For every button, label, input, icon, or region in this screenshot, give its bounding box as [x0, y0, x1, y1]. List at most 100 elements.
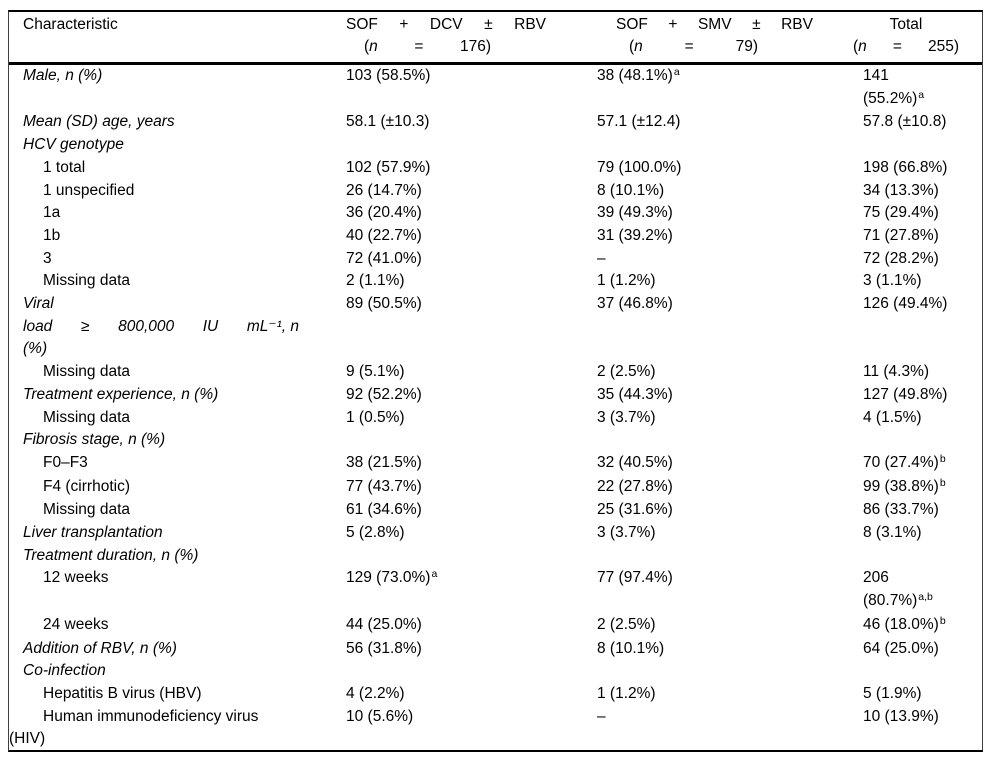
superscript-marker: a,b: [918, 591, 933, 604]
row-label-line: HCV genotype: [23, 136, 124, 154]
cell-text: 40 (22.7%): [346, 226, 422, 244]
row-label-line: Missing data: [43, 272, 131, 290]
cell-text: 44 (25.0%): [346, 615, 422, 633]
header-title-line: SOF + DCV ± RBV: [346, 14, 546, 36]
row-label-line: Liver transplantation: [23, 524, 163, 542]
row-label-line: Mean (SD) age, years: [23, 113, 175, 131]
cell-text: 64 (25.0%): [863, 639, 939, 657]
table-row: F0–F3 38 (21.5%) 32 (40.5%) 70 (27.4%)b: [9, 452, 982, 476]
row-label: Missing data: [9, 499, 346, 522]
row-label-line: (%): [23, 340, 48, 358]
superscript-marker: a: [918, 88, 925, 101]
cell-line: 141: [863, 65, 982, 88]
row-label-line: Hepatitis B virus (HBV): [43, 684, 202, 702]
cell-line: 102 (57.9%): [346, 157, 597, 180]
header-token: 79): [735, 37, 758, 55]
table-body: Male, n (%) 103 (58.5%) 38 (48.1%)a 141 (55.…: [9, 65, 982, 751]
cell-line: 34 (13.3%): [863, 180, 982, 203]
cell-line: 64 (25.0%): [863, 638, 982, 661]
cell-value: 92 (52.2%): [346, 384, 597, 407]
superscript-marker: a: [673, 66, 680, 78]
cell-line: 79 (100.0%): [597, 157, 863, 180]
label-token: IU: [202, 317, 219, 335]
cell-value: 44 (25.0%): [346, 614, 597, 637]
cell-value: –: [597, 706, 863, 729]
cell-text: –: [597, 249, 606, 267]
cell-value: 206 (80.7%)a,b: [863, 567, 982, 613]
cell-value: 79 (100.0%): [597, 157, 863, 180]
cell-text: 2 (2.5%): [597, 363, 656, 381]
cell-line: 58.1 (±10.3): [346, 111, 597, 134]
row-label-line: 1b: [43, 226, 61, 244]
header-title-line: SOF + SMV ± RBV: [616, 14, 813, 36]
cell-line: 71 (27.8%): [863, 225, 982, 248]
header-col-sof-dcv-rbv: SOF + DCV ± RBV (n = 176): [346, 14, 597, 62]
cell-value: 11 (4.3%): [863, 361, 982, 384]
cell-line: 57.8 (±10.8): [863, 111, 982, 134]
table-row: F4 (cirrhotic) 77 (43.7%) 22 (27.8%) 99 (38…: [9, 476, 982, 500]
row-label: Missing data: [9, 407, 346, 430]
row-label-line: Co-infection: [23, 662, 106, 680]
cell-line: 32 (40.5%): [597, 452, 863, 475]
cell-value: 4 (1.5%): [863, 407, 982, 430]
cell-line: 8 (10.1%): [597, 180, 863, 203]
row-label-line: Treatment duration, n (%): [23, 546, 199, 564]
table-row: 3 72 (41.0%) – 72 (28.2%): [9, 248, 982, 271]
cell-line: 37 (46.8%): [597, 293, 863, 316]
table-row: Treatment duration, n (%): [9, 545, 982, 568]
cell-value: 89 (50.5%): [346, 293, 597, 316]
cell-line: 77 (97.4%): [597, 567, 863, 590]
cell-text: 92 (52.2%): [346, 385, 422, 403]
cell-line: 86 (33.7%): [863, 499, 982, 522]
cell-text: 71 (27.8%): [863, 226, 939, 244]
row-label-line: Human immunodeficiency virus: [43, 707, 259, 725]
superscript-marker: b: [939, 614, 946, 627]
row-label-line: Male, n (%): [23, 67, 103, 84]
cell-line: 56 (31.8%): [346, 638, 597, 661]
header-token: 255): [927, 37, 959, 55]
table-row: Fibrosis stage, n (%): [9, 429, 982, 452]
characteristics-table: Characteristic SOF + DCV ± RBV (n = 176) SOF + SM…: [8, 10, 983, 752]
cell-text: 11 (4.3%): [863, 363, 930, 381]
cell-line: 61 (34.6%): [346, 499, 597, 522]
cell-text: 32 (40.5%): [597, 453, 673, 471]
cell-line: 8 (3.1%): [863, 522, 982, 545]
table-row: Missing data 9 (5.1%) 2 (2.5%) 11 (4.3%): [9, 361, 982, 384]
cell-text: 102 (57.9%): [346, 158, 431, 176]
header-block-sof-dcv: SOF + DCV ± RBV (n = 176): [346, 14, 546, 57]
cell-value: 64 (25.0%): [863, 638, 982, 661]
row-label: Male, n (%): [9, 65, 346, 88]
cell-value: 198 (66.8%): [863, 157, 982, 180]
cell-text: (80.7%): [863, 592, 918, 610]
header-n-line: (n = 79): [629, 36, 758, 58]
cell-line: (55.2%)a: [863, 88, 982, 112]
cell-value: 3 (3.7%): [597, 407, 863, 430]
header-n-line: (n = 176): [364, 36, 491, 58]
cell-value: 5 (1.9%): [863, 683, 982, 706]
cell-text: 9 (5.1%): [346, 363, 405, 381]
cell-value: 10 (13.9%): [863, 706, 982, 729]
cell-text: 79 (100.0%): [597, 158, 682, 176]
table-row: Viral load ≥800,000 IU mL⁻¹, n (%) 89 (50.5%) 3…: [9, 293, 982, 361]
row-label-line: 1 unspecified: [43, 181, 135, 199]
row-label: Addition of RBV, n (%): [9, 638, 346, 661]
cell-text: 39 (49.3%): [597, 204, 673, 222]
cell-text: 70 (27.4%): [863, 453, 939, 471]
cell-line: 1 (0.5%): [346, 407, 597, 430]
cell-line: 1 (1.2%): [597, 270, 863, 293]
cell-text: 10 (5.6%): [346, 707, 414, 725]
cell-value: 70 (27.4%)b: [863, 452, 982, 476]
table-row: Treatment experience, n (%) 92 (52.2%) 35 …: [9, 384, 982, 407]
cell-line: 38 (21.5%): [346, 452, 597, 475]
cell-text: 58.1 (±10.3): [346, 113, 430, 131]
cell-line: 2 (1.1%): [346, 270, 597, 293]
cell-text: 72 (28.2%): [863, 249, 939, 267]
cell-line: –: [597, 706, 863, 729]
cell-text: 77 (97.4%): [597, 569, 673, 587]
table-row: Mean (SD) age, years 58.1 (±10.3) 57.1 (±1…: [9, 111, 982, 134]
cell-text: 2 (1.1%): [346, 272, 405, 290]
row-label-line: Missing data: [43, 408, 131, 426]
table-row: 1a 36 (20.4%) 39 (49.3%) 75 (29.4%): [9, 202, 982, 225]
label-token: load: [23, 317, 53, 335]
